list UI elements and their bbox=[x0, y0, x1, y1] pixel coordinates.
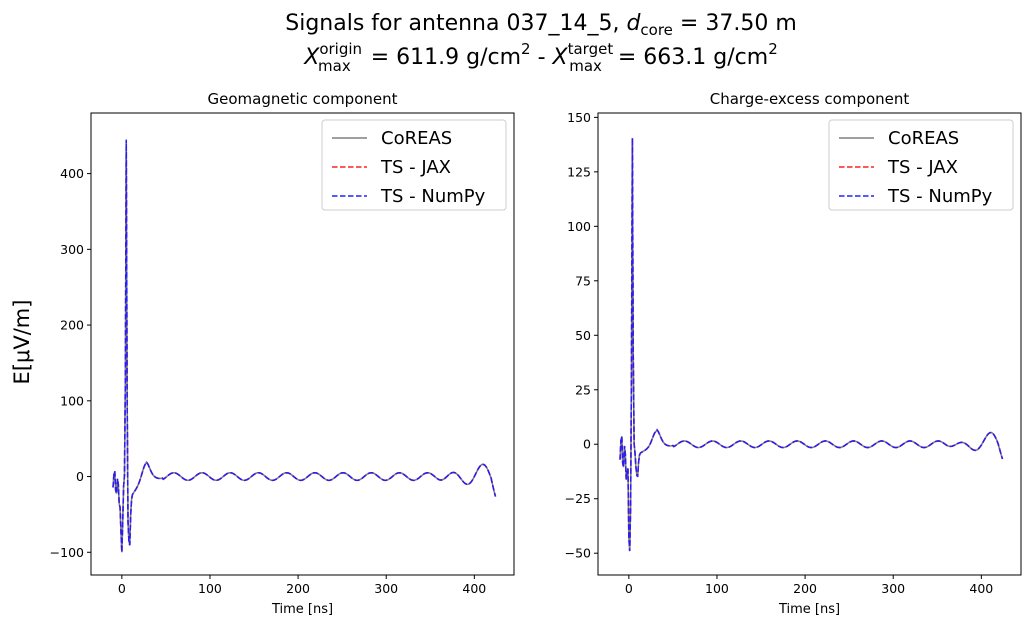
legend-label: TS - NumPy bbox=[380, 186, 486, 207]
series-line-ts-numpy bbox=[112, 139, 497, 553]
suptitle-separator: - bbox=[531, 45, 553, 70]
x-tick-label: 0 bbox=[118, 581, 126, 596]
x-tick-label: 100 bbox=[705, 581, 729, 596]
x-tick-label: 300 bbox=[374, 581, 398, 596]
y-axis-label: E[μV/m] bbox=[10, 300, 34, 385]
y-tick-label: 0 bbox=[76, 469, 84, 484]
legend-label: TS - NumPy bbox=[887, 186, 993, 207]
suptitle-line-1: Signals for antenna 037_14_5, dcore = 37… bbox=[285, 11, 797, 39]
y-tick-label: 150 bbox=[567, 110, 591, 125]
suptitle-suffix: = 37.50 m bbox=[673, 11, 797, 36]
xmax-target-var: X bbox=[552, 45, 569, 70]
suptitle-var-d: d bbox=[626, 11, 641, 36]
legend-box bbox=[828, 119, 1014, 211]
axes-title: Charge-excess component bbox=[710, 90, 910, 108]
y-tick-label: 75 bbox=[575, 273, 591, 288]
legend-box bbox=[321, 119, 507, 211]
x-tick-label: 400 bbox=[969, 581, 993, 596]
suptitle-sub-core: core bbox=[640, 21, 673, 39]
x-tick-label: 200 bbox=[286, 581, 310, 596]
suptitle-line-2: Xorigin max = 611.9 g/cm2 - Xtarget max = … bbox=[303, 40, 778, 75]
x-tick-label: 400 bbox=[462, 581, 486, 596]
charge-excess-axes: Charge-excess component 0 100 200 300 400 −50 −… bbox=[565, 90, 1022, 617]
x-axis-label: Time [ns] bbox=[778, 602, 840, 617]
x-tick-label: 200 bbox=[793, 581, 817, 596]
x-tick-label: 100 bbox=[198, 581, 222, 596]
x-axis-label: Time [ns] bbox=[271, 602, 333, 617]
y-tick-label: 50 bbox=[575, 328, 591, 343]
y-tick-label: 200 bbox=[60, 318, 84, 333]
series-line-ts-numpy bbox=[619, 138, 1004, 552]
suptitle-prefix: Signals for antenna 037_14_5, bbox=[285, 11, 626, 36]
y-tick-label: −25 bbox=[565, 491, 591, 506]
geomagnetic-axes: Geomagnetic component 0 100 200 300 400 −100 0 1… bbox=[50, 90, 515, 617]
y-tick-label: 400 bbox=[60, 166, 84, 181]
y-tick-label: 25 bbox=[575, 382, 591, 397]
y-tick-label: −50 bbox=[565, 546, 591, 561]
x-tick-label: 0 bbox=[625, 581, 633, 596]
xmax-target-exp: 2 bbox=[768, 40, 778, 58]
xmax-target-sub: max bbox=[569, 57, 602, 75]
xmax-origin-value: = 611.9 g/cm bbox=[364, 45, 521, 70]
xmax-target-value: = 663.1 g/cm bbox=[611, 45, 768, 70]
y-tick-label: 0 bbox=[583, 437, 591, 452]
xmax-origin-var: X bbox=[303, 45, 320, 70]
xmax-origin-sub: max bbox=[318, 57, 351, 75]
y-tick-label: 100 bbox=[567, 219, 591, 234]
axes-frame bbox=[597, 112, 1022, 576]
axes-frame bbox=[90, 112, 515, 576]
legend-label: TS - JAX bbox=[887, 157, 958, 178]
legend-label: CoREAS bbox=[888, 128, 959, 149]
legend-label: CoREAS bbox=[381, 128, 452, 149]
y-tick-label: 300 bbox=[60, 242, 84, 257]
y-tick-label: 125 bbox=[567, 164, 591, 179]
axes-title: Geomagnetic component bbox=[207, 90, 397, 108]
y-tick-label: −100 bbox=[50, 545, 84, 560]
xmax-origin-exp: 2 bbox=[521, 40, 531, 58]
legend-label: TS - JAX bbox=[380, 157, 451, 178]
x-tick-label: 300 bbox=[881, 581, 905, 596]
y-tick-label: 100 bbox=[60, 393, 84, 408]
xmax-origin-sup: origin bbox=[319, 40, 362, 58]
xmax-target-sup: target bbox=[568, 40, 614, 58]
